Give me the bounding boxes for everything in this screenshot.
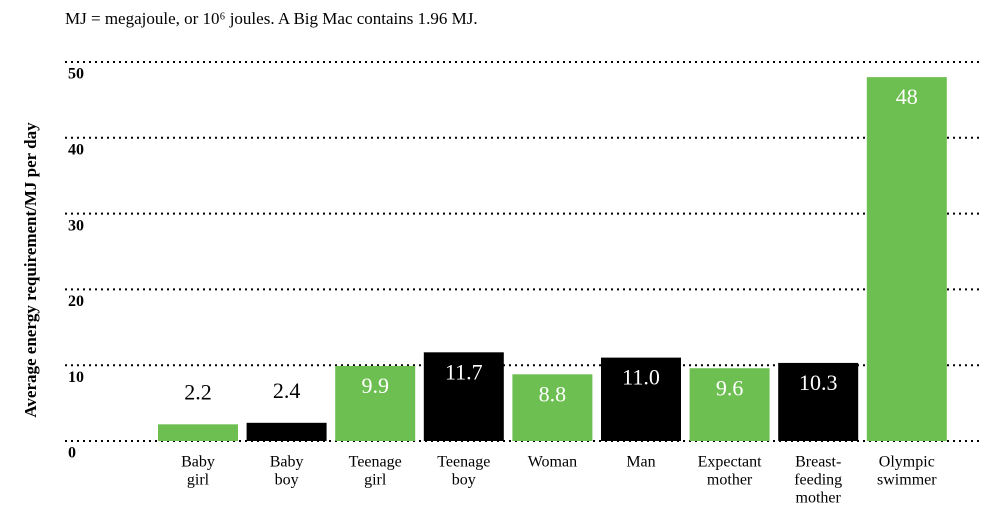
- x-tick-label: boy: [275, 472, 299, 489]
- x-tick-label: Olympic: [879, 454, 935, 471]
- x-tick-label: boy: [452, 472, 476, 489]
- bar: [778, 362, 859, 441]
- x-tick-label: mother: [796, 490, 842, 505]
- y-tick-label: 10: [68, 369, 84, 386]
- y-axis-label: Average energy requirement/MJ per day: [21, 122, 40, 418]
- x-tick-label: Woman: [528, 454, 577, 471]
- x-tick-label: girl: [187, 472, 210, 489]
- y-tick-label: 0: [68, 445, 76, 462]
- y-tick-label: 20: [68, 293, 84, 310]
- x-tick-label: feeding: [794, 472, 842, 489]
- x-tick-label: Teenage: [349, 454, 402, 471]
- bar: [689, 368, 770, 441]
- data-label: 2.2: [184, 379, 212, 404]
- x-tick-label: Baby: [181, 454, 215, 471]
- subtitle: MJ = megajoule, or 10⁶ joules. A Big Mac…: [65, 9, 478, 28]
- bar: [246, 422, 327, 441]
- y-tick-label: 50: [68, 66, 84, 83]
- bar: [158, 424, 238, 441]
- data-label: 9.9: [361, 373, 389, 398]
- x-tick-label: Teenage: [437, 454, 490, 471]
- x-tick-label: mother: [707, 472, 753, 489]
- x-tick-label: Man: [626, 454, 655, 471]
- data-label: 9.6: [716, 375, 744, 400]
- x-tick-label: Baby: [270, 454, 304, 471]
- data-label: 11.0: [622, 365, 660, 390]
- data-label: 8.8: [539, 381, 567, 406]
- bar: [423, 352, 504, 441]
- x-tick-label: Expectant: [698, 454, 763, 471]
- bar: [512, 374, 593, 441]
- x-tick-label: Breast-: [795, 454, 841, 471]
- bar: [335, 365, 416, 441]
- x-tick-label: swimmer: [877, 472, 937, 489]
- y-tick-label: 30: [68, 217, 84, 234]
- bar: [601, 357, 681, 441]
- y-tick-label: 40: [68, 141, 84, 158]
- x-tick-label: girl: [364, 472, 387, 489]
- data-label: 48: [896, 84, 918, 109]
- data-label: 2.4: [273, 378, 301, 403]
- data-label: 11.7: [445, 359, 483, 384]
- bar: [866, 77, 947, 441]
- data-label: 10.3: [799, 370, 838, 395]
